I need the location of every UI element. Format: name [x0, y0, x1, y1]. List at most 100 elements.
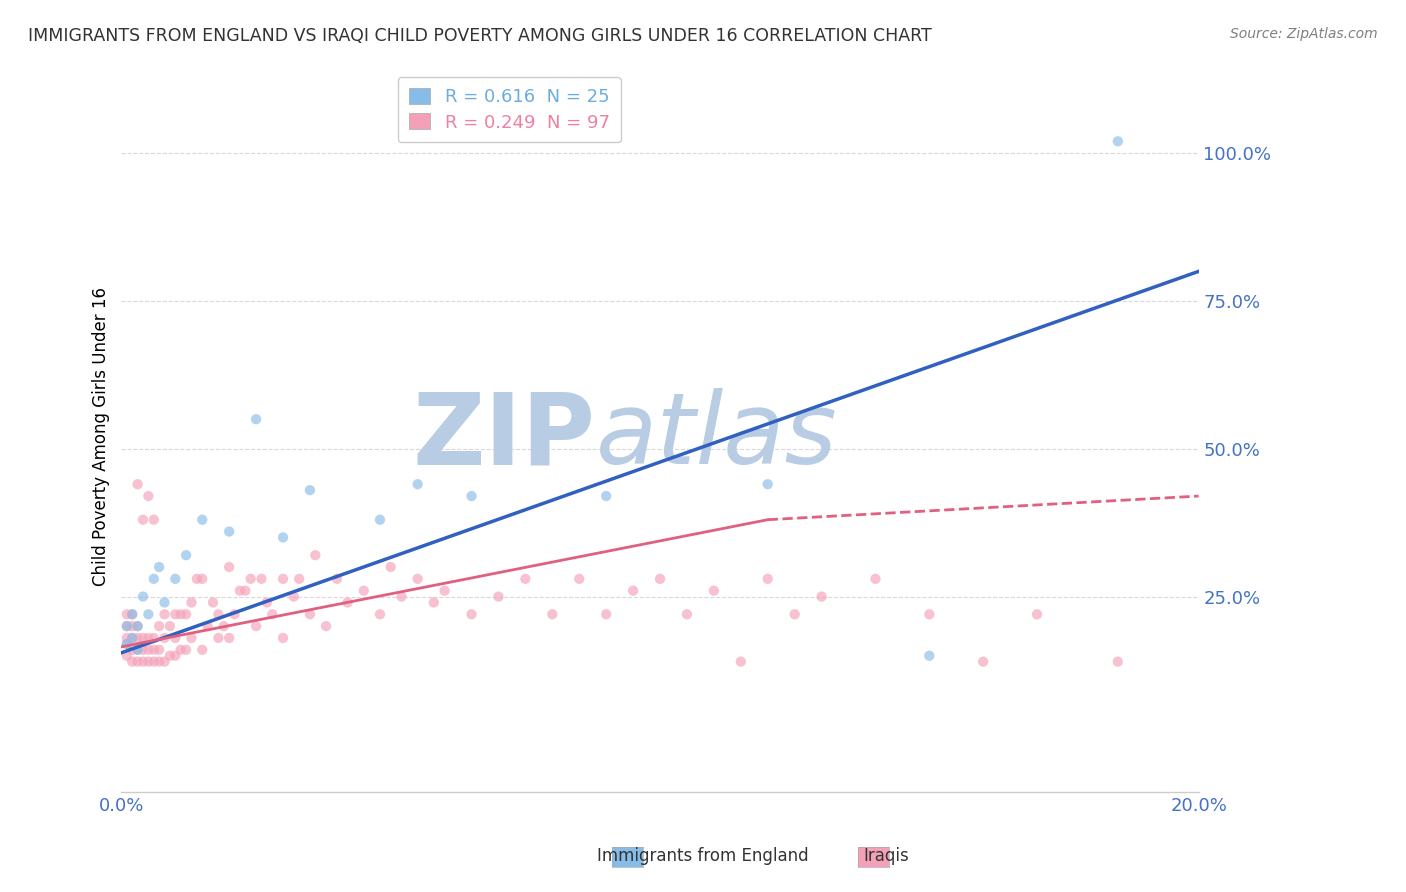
Point: [174, 548, 197, 562]
Point: [142, 572, 165, 586]
Point: [115, 637, 138, 651]
Point: [353, 583, 375, 598]
Point: [132, 631, 155, 645]
Point: [391, 590, 413, 604]
Point: [115, 648, 138, 663]
Point: [336, 595, 359, 609]
Point: [191, 642, 214, 657]
Point: [153, 607, 176, 622]
Point: [865, 572, 887, 586]
Y-axis label: Child Poverty Among Girls Under 16: Child Poverty Among Girls Under 16: [93, 287, 110, 586]
Point: [165, 572, 187, 586]
Point: [756, 477, 779, 491]
Point: [201, 595, 224, 609]
Point: [288, 572, 311, 586]
Point: [170, 642, 193, 657]
Point: [212, 619, 235, 633]
Point: [142, 631, 165, 645]
Point: [132, 590, 155, 604]
Point: [148, 560, 170, 574]
Point: [153, 595, 176, 609]
Point: [1107, 655, 1129, 669]
Text: ZIP: ZIP: [412, 388, 595, 485]
Point: [186, 572, 208, 586]
Point: [676, 607, 699, 622]
Point: [380, 560, 402, 574]
Point: [488, 590, 510, 604]
Point: [271, 531, 294, 545]
Point: [180, 595, 202, 609]
Point: [148, 642, 170, 657]
Point: [810, 590, 832, 604]
Point: [127, 642, 149, 657]
Point: [304, 548, 326, 562]
Point: [433, 583, 456, 598]
Point: [648, 572, 671, 586]
Point: [368, 607, 391, 622]
Point: [148, 655, 170, 669]
Text: Source: ZipAtlas.com: Source: ZipAtlas.com: [1230, 27, 1378, 41]
Point: [406, 477, 429, 491]
Point: [250, 572, 273, 586]
Point: [298, 483, 321, 497]
Point: [245, 412, 267, 426]
Point: [115, 619, 138, 633]
Point: [121, 607, 143, 622]
Point: [138, 631, 160, 645]
Point: [115, 607, 138, 622]
Point: [191, 513, 214, 527]
Point: [515, 572, 537, 586]
Point: [174, 642, 197, 657]
Point: [730, 655, 752, 669]
Point: [180, 631, 202, 645]
Point: [233, 583, 256, 598]
Point: [218, 631, 240, 645]
Point: [972, 655, 994, 669]
Point: [541, 607, 564, 622]
Point: [138, 642, 160, 657]
Text: Immigrants from England: Immigrants from England: [598, 847, 808, 865]
Point: [142, 513, 165, 527]
Point: [326, 572, 349, 586]
Point: [121, 631, 143, 645]
Point: [127, 619, 149, 633]
Point: [142, 642, 165, 657]
Point: [121, 642, 143, 657]
Point: [460, 607, 482, 622]
Point: [174, 607, 197, 622]
Text: IMMIGRANTS FROM ENGLAND VS IRAQI CHILD POVERTY AMONG GIRLS UNDER 16 CORRELATION : IMMIGRANTS FROM ENGLAND VS IRAQI CHILD P…: [28, 27, 932, 45]
Point: [138, 607, 160, 622]
Point: [298, 607, 321, 622]
Point: [127, 477, 149, 491]
Point: [256, 595, 278, 609]
Point: [121, 607, 143, 622]
Point: [218, 524, 240, 539]
Point: [159, 648, 181, 663]
Point: [159, 619, 181, 633]
Point: [132, 513, 155, 527]
Point: [568, 572, 591, 586]
Point: [224, 607, 246, 622]
Point: [918, 607, 941, 622]
Point: [218, 560, 240, 574]
Point: [127, 631, 149, 645]
Point: [165, 648, 187, 663]
Point: [703, 583, 725, 598]
Text: Iraqis: Iraqis: [863, 847, 908, 865]
Legend: R = 0.616  N = 25, R = 0.249  N = 97: R = 0.616 N = 25, R = 0.249 N = 97: [398, 77, 620, 143]
Point: [121, 655, 143, 669]
Point: [165, 607, 187, 622]
Text: atlas: atlas: [595, 388, 837, 485]
Point: [138, 655, 160, 669]
Point: [271, 572, 294, 586]
Point: [229, 583, 252, 598]
Point: [239, 572, 262, 586]
Point: [245, 619, 267, 633]
Point: [115, 619, 138, 633]
Point: [127, 655, 149, 669]
Point: [783, 607, 806, 622]
Point: [406, 572, 429, 586]
Point: [132, 655, 155, 669]
Point: [127, 642, 149, 657]
Point: [271, 631, 294, 645]
